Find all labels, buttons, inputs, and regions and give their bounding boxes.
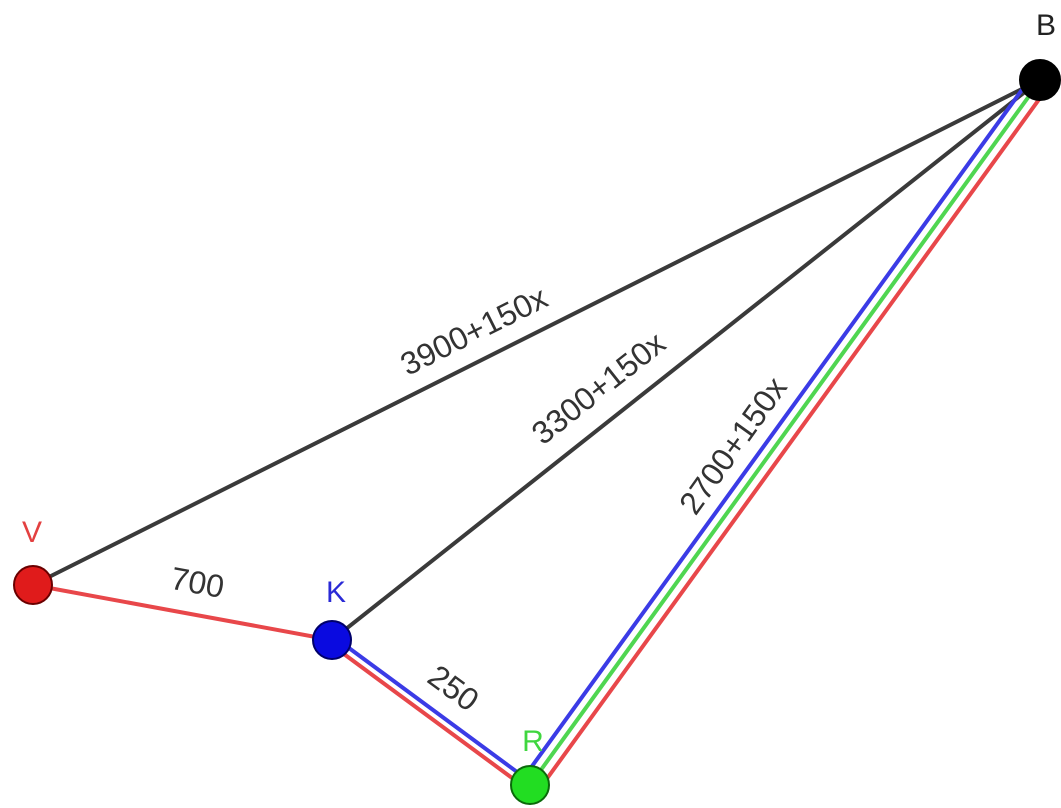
edge-r-b-blue: [520, 74, 1034, 782]
node-label-v: V: [22, 516, 42, 549]
edge-r-b-green: [528, 79, 1042, 787]
edge-v-k: [31, 583, 334, 642]
edge-k-r-red: [327, 641, 529, 791]
node-k: [312, 620, 352, 660]
edge-k-b: [330, 78, 1042, 642]
node-b: [1019, 59, 1061, 101]
edge-r-b-red: [536, 85, 1050, 793]
node-v: [13, 565, 53, 605]
edge-label-v-b: 3900+150x: [395, 279, 554, 383]
edge-k-r-blue: [332, 635, 534, 785]
edge-v-b: [31, 78, 1042, 587]
edge-label-v-k: 700: [168, 560, 227, 605]
node-label-k: K: [326, 576, 346, 609]
node-r: [510, 765, 550, 805]
node-label-r: R: [522, 725, 544, 758]
node-label-b: B: [1036, 9, 1056, 42]
